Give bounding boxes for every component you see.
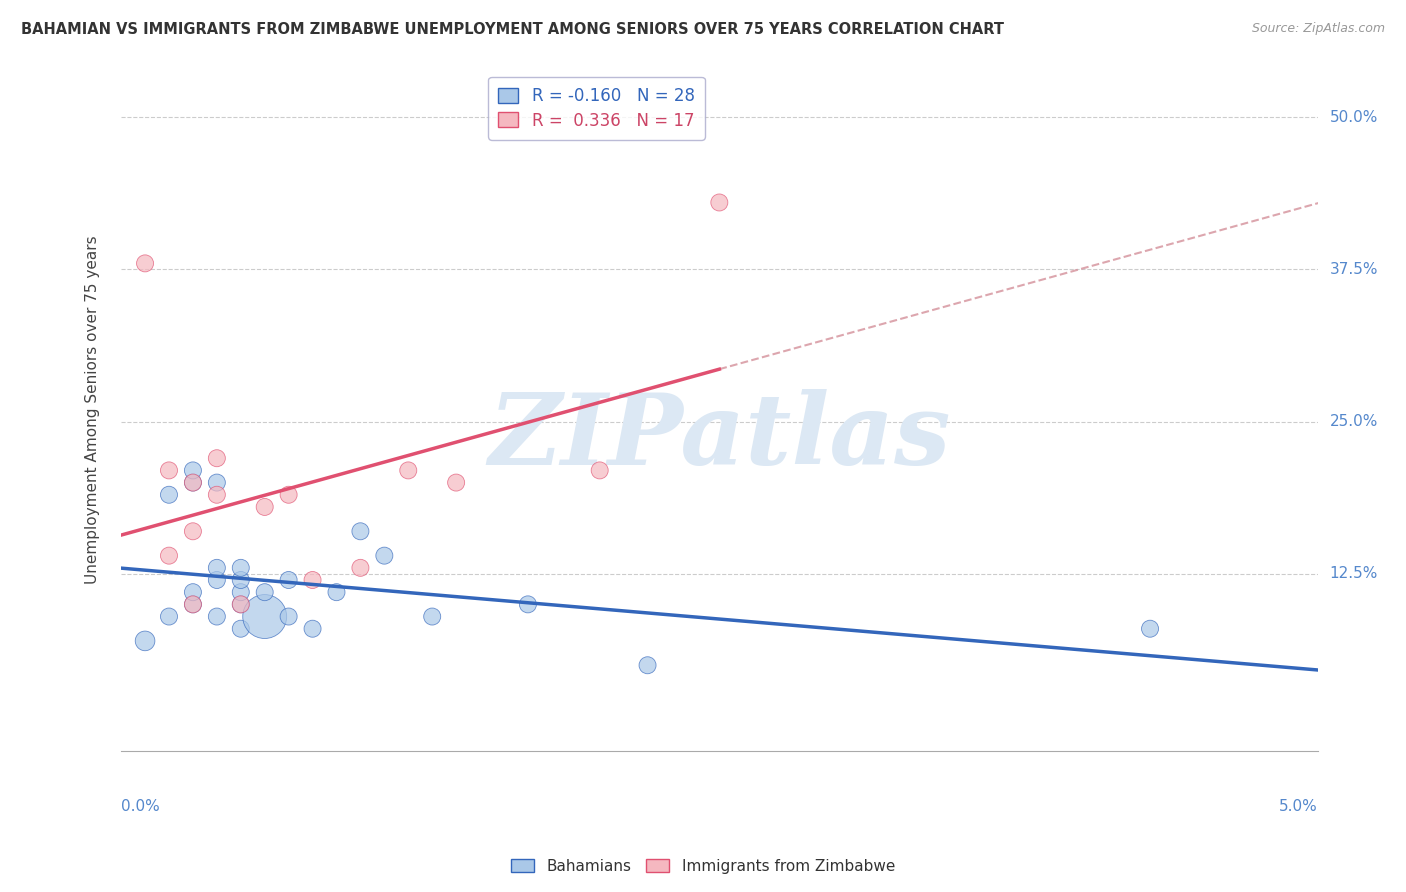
Text: 25.0%: 25.0%	[1330, 414, 1378, 429]
Text: ZIPatlas: ZIPatlas	[488, 389, 950, 485]
Point	[205, 488, 228, 502]
Point	[181, 524, 204, 539]
Point	[157, 609, 180, 624]
Point	[134, 256, 156, 270]
Point	[444, 475, 467, 490]
Point	[157, 549, 180, 563]
Point	[277, 573, 299, 587]
Point	[396, 463, 419, 477]
Point	[205, 609, 228, 624]
Point	[301, 622, 323, 636]
Point	[277, 488, 299, 502]
Point	[229, 622, 252, 636]
Point	[637, 658, 659, 673]
Point	[709, 195, 731, 210]
Point	[157, 463, 180, 477]
Point	[157, 488, 180, 502]
Point	[181, 475, 204, 490]
Point	[420, 609, 443, 624]
Point	[205, 475, 228, 490]
Point	[181, 598, 204, 612]
Text: 37.5%: 37.5%	[1330, 262, 1378, 277]
Point	[205, 451, 228, 466]
Point	[181, 475, 204, 490]
Legend: Bahamians, Immigrants from Zimbabwe: Bahamians, Immigrants from Zimbabwe	[505, 853, 901, 880]
Point	[181, 598, 204, 612]
Point	[229, 598, 252, 612]
Point	[325, 585, 347, 599]
Point	[253, 609, 276, 624]
Point	[134, 633, 156, 648]
Point	[205, 573, 228, 587]
Point	[301, 573, 323, 587]
Text: Source: ZipAtlas.com: Source: ZipAtlas.com	[1251, 22, 1385, 36]
Point	[229, 573, 252, 587]
Point	[516, 598, 538, 612]
Text: 50.0%: 50.0%	[1330, 110, 1378, 125]
Point	[349, 524, 371, 539]
Point	[229, 585, 252, 599]
Point	[229, 561, 252, 575]
Point	[589, 463, 612, 477]
Text: 0.0%: 0.0%	[121, 799, 160, 814]
Point	[373, 549, 395, 563]
Legend: R = -0.160   N = 28, R =  0.336   N = 17: R = -0.160 N = 28, R = 0.336 N = 17	[488, 77, 704, 139]
Y-axis label: Unemployment Among Seniors over 75 years: Unemployment Among Seniors over 75 years	[86, 235, 100, 584]
Text: BAHAMIAN VS IMMIGRANTS FROM ZIMBABWE UNEMPLOYMENT AMONG SENIORS OVER 75 YEARS CO: BAHAMIAN VS IMMIGRANTS FROM ZIMBABWE UNE…	[21, 22, 1004, 37]
Point	[253, 500, 276, 514]
Point	[205, 561, 228, 575]
Point	[277, 609, 299, 624]
Point	[349, 561, 371, 575]
Text: 5.0%: 5.0%	[1279, 799, 1317, 814]
Point	[181, 463, 204, 477]
Text: 12.5%: 12.5%	[1330, 566, 1378, 582]
Point	[253, 585, 276, 599]
Point	[229, 598, 252, 612]
Point	[181, 585, 204, 599]
Point	[1139, 622, 1161, 636]
